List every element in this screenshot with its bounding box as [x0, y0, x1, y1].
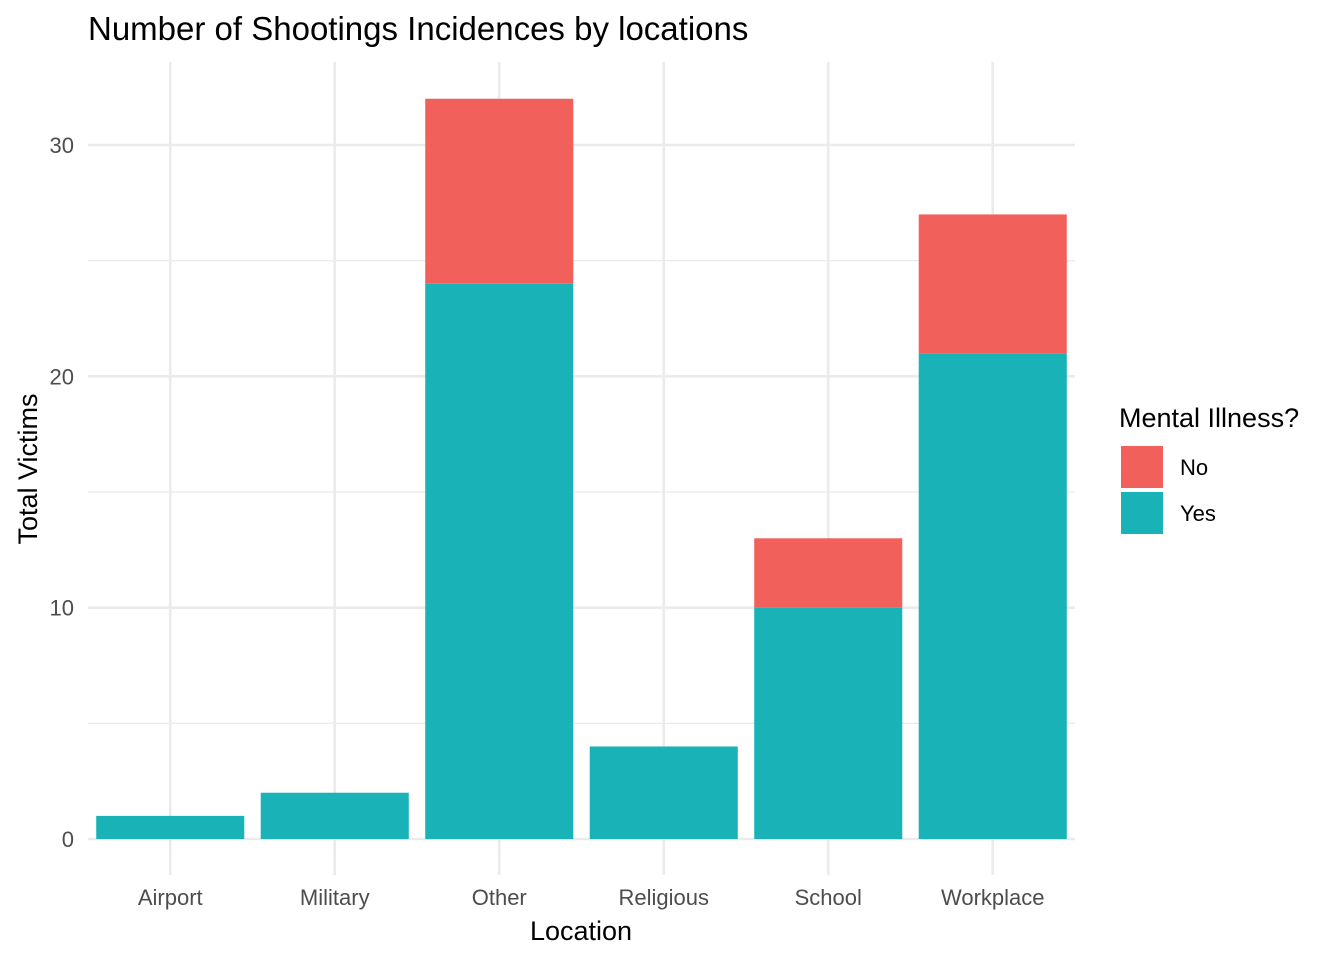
bar-segment [754, 607, 903, 839]
x-tick-label: Workplace [941, 885, 1045, 910]
legend-label: No [1180, 455, 1208, 480]
x-axis-title: Location [530, 916, 632, 946]
legend-title: Mental Illness? [1119, 403, 1299, 433]
y-tick-label: 30 [50, 133, 74, 158]
bar-segment [918, 214, 1067, 354]
y-tick-label: 10 [50, 596, 74, 621]
x-tick-label: Religious [619, 885, 710, 910]
y-axis-title: Total Victims [13, 393, 43, 544]
bar-segment [754, 538, 903, 608]
legend-swatch [1121, 446, 1163, 488]
bar-segment [425, 98, 574, 284]
x-tick-labels: Airport Military Other Religious School Workp… [138, 885, 1045, 910]
legend-swatch [1121, 492, 1163, 534]
bar-segment [425, 283, 574, 840]
x-tick-label: Military [300, 885, 370, 910]
chart-title: Number of Shootings Incidences by locati… [88, 10, 748, 47]
bar-segment [589, 746, 738, 839]
y-tick-label: 20 [50, 364, 74, 389]
bar-segment [96, 815, 245, 839]
bar-area [96, 98, 1067, 840]
legend: Mental Illness? No Yes [1119, 403, 1299, 534]
bar-segment [260, 792, 409, 839]
bar-segment [918, 353, 1067, 839]
x-tick-label: School [795, 885, 862, 910]
y-tick-label: 0 [62, 827, 74, 852]
legend-label: Yes [1180, 501, 1216, 526]
y-tick-labels: 0 10 20 30 [50, 133, 74, 852]
x-tick-label: Airport [138, 885, 203, 910]
x-tick-label: Other [472, 885, 527, 910]
